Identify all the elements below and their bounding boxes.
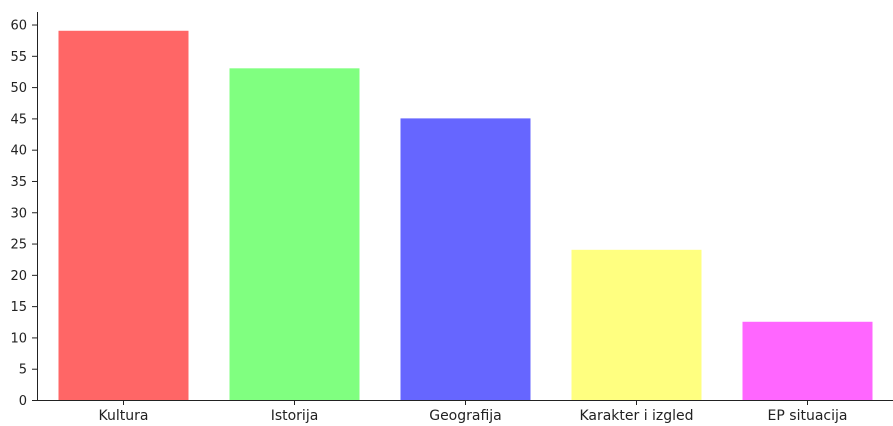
x-tick-label: EP situacija: [768, 408, 848, 424]
y-tick-label: 50: [10, 81, 27, 96]
bar-geografija[interactable]: [400, 118, 531, 401]
x-tick-label: Geografija: [429, 408, 502, 424]
y-tick-label: 10: [10, 331, 27, 346]
bar-karakter-i-izgled[interactable]: [571, 249, 702, 400]
x-tick-label: Karakter i izgled: [579, 408, 693, 424]
x-tick-label: Istorija: [271, 408, 319, 424]
x-tick-label: Kultura: [99, 408, 149, 424]
bars-group: [58, 30, 873, 401]
y-tick-label: 40: [10, 144, 27, 159]
bar-kultura[interactable]: [58, 30, 189, 400]
y-tick-label: 45: [10, 112, 27, 127]
y-axis: 0 5 10 15 20 25 30 35 40 45 50 55 60: [10, 12, 38, 409]
y-tick-label: 25: [10, 238, 27, 253]
y-tick-label: 15: [10, 300, 27, 315]
y-tick-label: 30: [10, 206, 27, 221]
y-tick-label: 55: [10, 50, 27, 65]
y-tick-label: 0: [19, 394, 27, 409]
y-tick-label: 5: [19, 363, 27, 378]
y-tick-label: 35: [10, 175, 27, 190]
bar-istorija[interactable]: [229, 68, 360, 401]
bar-ep-situacija[interactable]: [742, 321, 873, 400]
x-axis: Kultura Istorija Geografija Karakter i izgl…: [37, 400, 893, 424]
y-tick-label: 60: [10, 19, 27, 34]
y-tick-label: 20: [10, 269, 27, 284]
